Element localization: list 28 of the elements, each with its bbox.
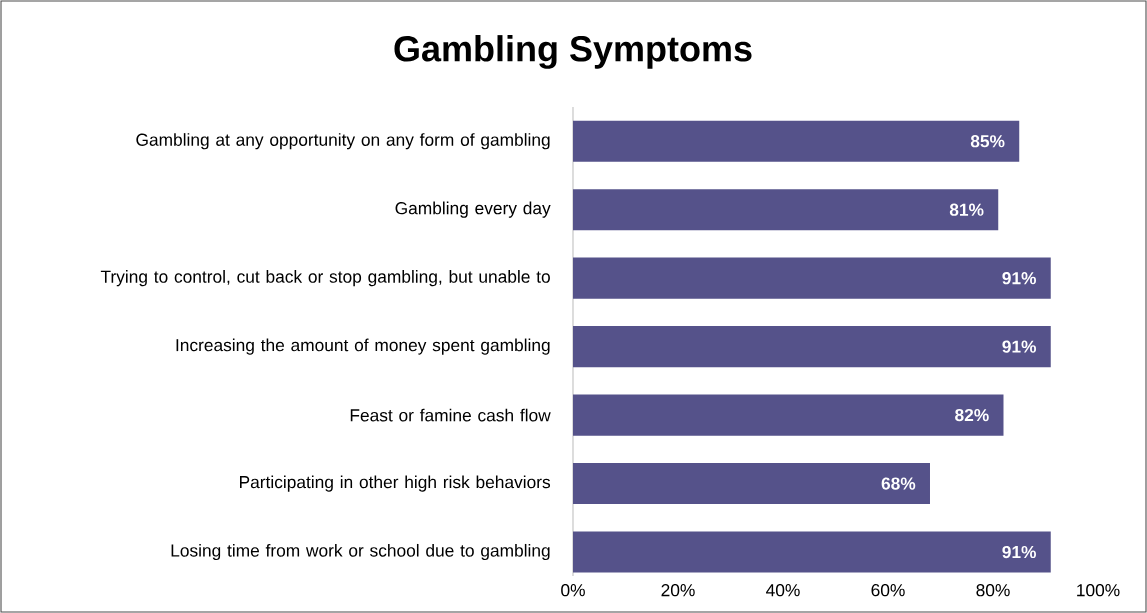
bar (573, 257, 1051, 299)
bar (573, 120, 1020, 162)
data-label: 91% (1002, 272, 1037, 285)
data-label: 82% (955, 408, 989, 422)
data-label: 68% (881, 477, 916, 490)
y-tick-label: Gambling at any opportunity on any form of gambling (136, 133, 550, 150)
bar (573, 326, 1051, 368)
y-tick-label: Gambling every day (395, 201, 551, 218)
bar (573, 394, 1004, 436)
x-tick-label: 80% (976, 584, 1010, 597)
data-label: 85% (970, 135, 1005, 148)
y-tick-label: Feast or famine cash flow (350, 408, 551, 422)
x-tick-label: 40% (766, 584, 800, 597)
y-tick-label: Increasing the amount of money spent gambling (176, 338, 550, 355)
bar (573, 463, 930, 505)
bar (573, 189, 999, 231)
data-label: 91% (1002, 545, 1037, 559)
data-label: 91% (1002, 340, 1037, 353)
x-tick-label: 0% (561, 584, 585, 597)
x-tick-label: 60% (871, 584, 905, 597)
y-tick-label: Participating in other high risk behaviors (240, 475, 551, 492)
y-tick-label: Trying to control, cut back or stop gambling, but unable to (100, 270, 550, 287)
y-tick-label: Losing time from work or school due to gambling (171, 543, 550, 561)
bar (573, 531, 1051, 573)
x-tick-label: 100% (1077, 584, 1120, 597)
x-tick-label: 20% (661, 584, 695, 597)
chart-title: Gambling Symptoms (394, 35, 752, 69)
data-label: 81% (949, 203, 984, 216)
